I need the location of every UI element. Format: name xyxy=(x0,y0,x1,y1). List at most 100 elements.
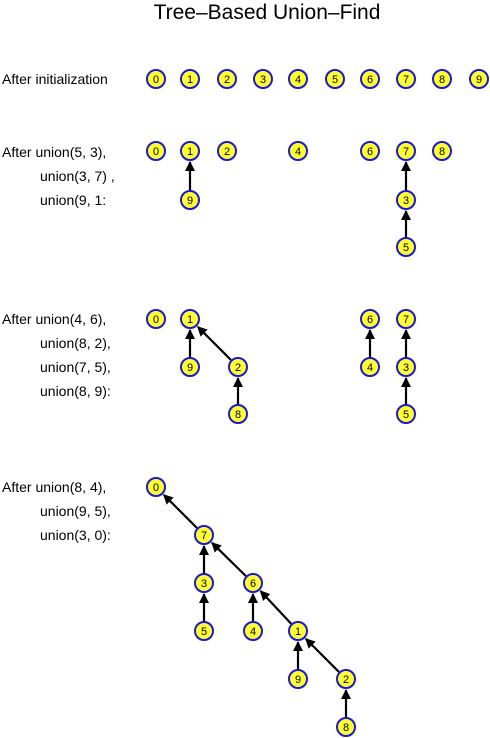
node-label: 6 xyxy=(367,314,373,326)
stage-3-label-1: union(9, 5), xyxy=(40,503,111,519)
stage-2-label-3: union(8, 9): xyxy=(40,383,111,399)
node-label: 4 xyxy=(367,362,373,374)
node-circle xyxy=(360,141,380,161)
node-2: 2 xyxy=(228,357,248,377)
node-circle xyxy=(146,309,166,329)
node-4: 4 xyxy=(288,69,308,89)
node-1: 1 xyxy=(180,141,200,161)
node-3: 3 xyxy=(396,357,416,377)
node-label: 6 xyxy=(250,578,256,590)
node-circle xyxy=(396,309,416,329)
node-label: 3 xyxy=(403,362,409,374)
node-circle xyxy=(253,69,273,89)
node-circle xyxy=(432,141,452,161)
node-6: 6 xyxy=(360,141,380,161)
node-9: 9 xyxy=(288,669,308,689)
node-label: 2 xyxy=(224,146,230,158)
node-circle xyxy=(288,621,308,641)
edge-1-to-6 xyxy=(259,590,292,625)
node-circle xyxy=(396,404,416,424)
node-circle xyxy=(180,69,200,89)
node-circle xyxy=(396,69,416,89)
stage-0-label-0: After initialization xyxy=(2,71,108,87)
node-6: 6 xyxy=(360,309,380,329)
node-label: 0 xyxy=(153,74,159,86)
node-circle xyxy=(396,190,416,210)
stage-1-label-1: union(3, 7) , xyxy=(40,168,115,184)
edge-2-to-1 xyxy=(305,638,340,673)
node-circle xyxy=(194,525,214,545)
node-label: 0 xyxy=(153,482,159,494)
node-4: 4 xyxy=(360,357,380,377)
node-circle xyxy=(360,357,380,377)
node-circle xyxy=(180,357,200,377)
node-4: 4 xyxy=(288,141,308,161)
node-label: 8 xyxy=(343,722,349,734)
node-label: 7 xyxy=(403,146,409,158)
node-label: 5 xyxy=(201,626,207,638)
node-7: 7 xyxy=(194,525,214,545)
edge-7-to-0 xyxy=(163,494,198,529)
stage-3-label-0: After union(8, 4), xyxy=(2,479,106,495)
node-label: 7 xyxy=(403,74,409,86)
node-label: 4 xyxy=(295,74,301,86)
stage-2: After union(4, 6), union(8, 2), union(7, 5… xyxy=(2,309,416,424)
node-label: 0 xyxy=(153,314,159,326)
node-label: 8 xyxy=(439,146,445,158)
node-8: 8 xyxy=(432,141,452,161)
node-label: 1 xyxy=(295,626,301,638)
node-label: 6 xyxy=(367,74,373,86)
node-8: 8 xyxy=(432,69,452,89)
stage-0: After initialization 0 1 2 3 4 5 6 7 8 9 xyxy=(2,69,489,89)
stage-3-label-2: union(3, 0): xyxy=(40,527,111,543)
node-7: 7 xyxy=(396,69,416,89)
node-circle xyxy=(396,237,416,257)
node-5: 5 xyxy=(194,621,214,641)
node-5: 5 xyxy=(325,69,345,89)
node-label: 5 xyxy=(332,74,338,86)
edge-2-to-1 xyxy=(197,326,232,361)
node-circle xyxy=(288,141,308,161)
node-label: 6 xyxy=(367,146,373,158)
node-1: 1 xyxy=(288,621,308,641)
node-circle xyxy=(288,69,308,89)
node-6: 6 xyxy=(360,69,380,89)
node-circle xyxy=(217,69,237,89)
node-label: 9 xyxy=(476,74,482,86)
node-circle xyxy=(360,69,380,89)
node-3: 3 xyxy=(253,69,273,89)
node-label: 5 xyxy=(403,409,409,421)
node-label: 9 xyxy=(187,362,193,374)
node-1: 1 xyxy=(180,309,200,329)
stage-2-label-0: After union(4, 6), xyxy=(2,311,106,327)
node-label: 4 xyxy=(250,626,256,638)
node-label: 1 xyxy=(187,314,193,326)
node-circle xyxy=(146,69,166,89)
node-circle xyxy=(432,69,452,89)
node-circle xyxy=(194,573,214,593)
node-label: 3 xyxy=(260,74,266,86)
node-9: 9 xyxy=(469,69,489,89)
node-8: 8 xyxy=(228,404,248,424)
node-label: 8 xyxy=(235,409,241,421)
node-label: 8 xyxy=(439,74,445,86)
node-circle xyxy=(228,404,248,424)
node-circle xyxy=(396,357,416,377)
node-circle xyxy=(336,717,356,737)
stage-1-label-2: union(9, 1: xyxy=(40,192,106,208)
node-circle xyxy=(217,141,237,161)
node-2: 2 xyxy=(217,141,237,161)
node-6: 6 xyxy=(243,573,263,593)
node-circle xyxy=(360,309,380,329)
node-circle xyxy=(194,621,214,641)
node-3: 3 xyxy=(396,190,416,210)
node-0: 0 xyxy=(146,477,166,497)
node-circle xyxy=(180,141,200,161)
node-circle xyxy=(243,573,263,593)
node-circle xyxy=(146,141,166,161)
node-circle xyxy=(336,669,356,689)
node-label: 9 xyxy=(295,674,301,686)
node-circle xyxy=(180,309,200,329)
